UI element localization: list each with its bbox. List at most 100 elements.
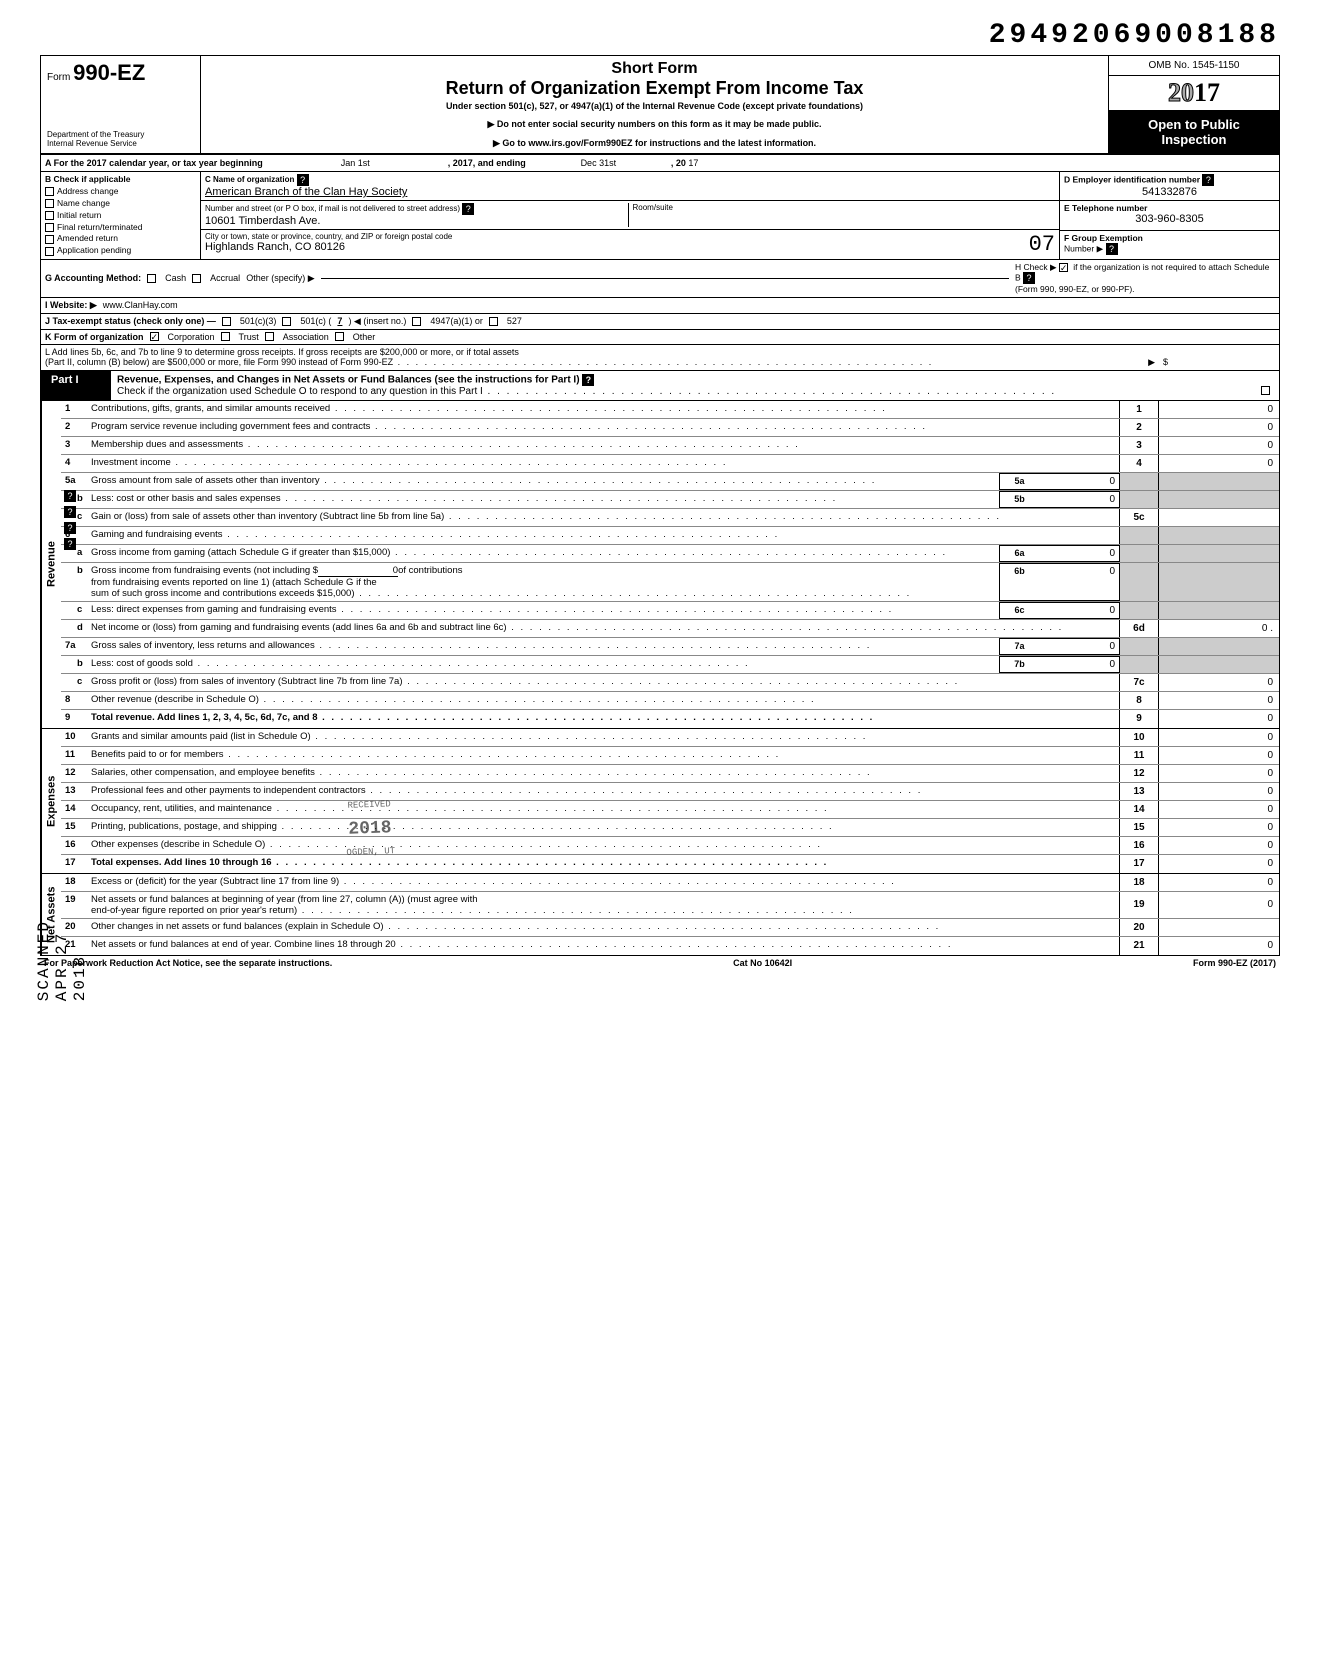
form-line-3: 3Membership dues and assessments30 xyxy=(61,437,1279,455)
right-val[interactable]: 0 xyxy=(1159,837,1279,854)
help-icon[interactable]: ? xyxy=(297,174,309,186)
inner-val[interactable]: 0 xyxy=(1039,545,1119,562)
ein[interactable]: 541332876 xyxy=(1064,186,1275,198)
form-line-18: 18Excess or (deficit) for the year (Subt… xyxy=(61,874,1279,892)
right-val[interactable]: 0 xyxy=(1159,747,1279,764)
chk-cash[interactable] xyxy=(147,274,156,283)
form-header: Form 990-EZ Department of the Treasury I… xyxy=(40,55,1280,155)
lbl-trust: Trust xyxy=(239,332,259,342)
line-num: c xyxy=(61,674,91,691)
line-desc: Grants and similar amounts paid (list in… xyxy=(91,729,1119,746)
right-val[interactable]: 0 xyxy=(1159,692,1279,709)
right-val[interactable]: 0 xyxy=(1159,765,1279,782)
right-val[interactable]: 0 xyxy=(1159,937,1279,955)
right-val[interactable]: 0 . xyxy=(1159,620,1279,637)
help-icon[interactable]: ? xyxy=(462,203,474,215)
line-a-yr[interactable]: 17 xyxy=(688,158,698,168)
f-label2: Number ▶ xyxy=(1064,243,1103,253)
right-val[interactable] xyxy=(1159,509,1279,526)
form-line-b: b Gross income from fundraising events (… xyxy=(61,563,1279,602)
right-val-shaded xyxy=(1159,656,1279,673)
chk-4947[interactable] xyxy=(412,317,421,326)
form-line-12: 12Salaries, other compensation, and empl… xyxy=(61,765,1279,783)
help-icon[interactable]: ? xyxy=(64,506,76,518)
help-icon[interactable]: ? xyxy=(64,490,76,502)
stamp-07: 07 xyxy=(1005,232,1055,257)
inner-val[interactable]: 0 xyxy=(1039,656,1119,673)
line-a-begin[interactable]: Jan 1st xyxy=(265,158,445,168)
right-val[interactable]: 0 xyxy=(1159,819,1279,836)
form-line-2: 2Program service revenue including gover… xyxy=(61,419,1279,437)
right-val[interactable]: 0 xyxy=(1159,401,1279,418)
street[interactable]: 10601 Timberdash Ave. xyxy=(205,215,628,227)
right-val[interactable]: 0 xyxy=(1159,729,1279,746)
line-a-prefix: A For the 2017 calendar year, or tax yea… xyxy=(45,158,263,168)
chk-assoc[interactable] xyxy=(265,332,274,341)
org-name[interactable]: American Branch of the Clan Hay Society xyxy=(205,186,1055,198)
inner-val[interactable]: 0 xyxy=(1039,563,1119,601)
chk-name-change[interactable] xyxy=(45,199,54,208)
right-val[interactable]: 0 xyxy=(1159,783,1279,800)
right-val[interactable]: 0 xyxy=(1159,855,1279,873)
501c-number[interactable]: 7 xyxy=(337,316,342,326)
lbl-address-change: Address change xyxy=(57,186,118,196)
chk-schedule-o[interactable] xyxy=(1261,386,1270,395)
right-num-shaded xyxy=(1119,656,1159,673)
form-number: 990-EZ xyxy=(73,60,145,85)
f-label1: F Group Exemption xyxy=(1064,233,1143,243)
chk-501c[interactable] xyxy=(282,317,291,326)
right-val[interactable]: 0 xyxy=(1159,874,1279,891)
line-desc: Gross sales of inventory, less returns a… xyxy=(91,638,999,655)
inner-val[interactable]: 0 xyxy=(1039,638,1119,655)
city[interactable]: Highlands Ranch, CO 80126 xyxy=(205,241,1005,253)
chk-527[interactable] xyxy=(489,317,498,326)
right-val[interactable]: 0 xyxy=(1159,710,1279,728)
help-icon[interactable]: ? xyxy=(1023,272,1035,284)
line-a-end[interactable]: Dec 31st xyxy=(528,158,668,168)
right-num-shaded xyxy=(1119,491,1159,508)
website[interactable]: www.ClanHay.com xyxy=(103,300,178,310)
other-method-input[interactable] xyxy=(321,278,1009,279)
chk-final-return[interactable] xyxy=(45,223,54,232)
inner-val[interactable]: 0 xyxy=(1039,602,1119,619)
form-line-17: 17Total expenses. Add lines 10 through 1… xyxy=(61,855,1279,873)
form-line-15: 15Printing, publications, postage, and s… xyxy=(61,819,1279,837)
right-val[interactable] xyxy=(1159,919,1279,936)
line-desc: Gross income from gaming (attach Schedul… xyxy=(91,545,999,562)
chk-other-org[interactable] xyxy=(335,332,344,341)
line-num: b xyxy=(61,563,91,601)
right-num: 15 xyxy=(1119,819,1159,836)
help-icon[interactable]: ? xyxy=(64,538,76,550)
right-val[interactable]: 0 xyxy=(1159,455,1279,472)
help-icon[interactable]: ? xyxy=(1202,174,1214,186)
right-val[interactable]: 0 xyxy=(1159,892,1279,918)
l-text2: (Part II, column (B) below) are $500,000… xyxy=(45,357,1148,368)
lbl-initial-return: Initial return xyxy=(57,210,101,220)
right-val-shaded xyxy=(1159,473,1279,490)
chk-accrual[interactable] xyxy=(192,274,201,283)
chk-initial-return[interactable] xyxy=(45,211,54,220)
help-icon[interactable]: ? xyxy=(64,522,76,534)
right-val[interactable]: 0 xyxy=(1159,437,1279,454)
chk-address-change[interactable] xyxy=(45,187,54,196)
chk-amended-return[interactable] xyxy=(45,235,54,244)
right-val[interactable]: 0 xyxy=(1159,419,1279,436)
chk-h[interactable] xyxy=(1059,263,1068,272)
right-val[interactable]: 0 xyxy=(1159,801,1279,818)
chk-trust[interactable] xyxy=(221,332,230,341)
line-num: 19 xyxy=(61,892,91,918)
inner-val[interactable]: 0 xyxy=(1039,473,1119,490)
form-line-14: 14Occupancy, rent, utilities, and mainte… xyxy=(61,801,1279,819)
line-num: 16 xyxy=(61,837,91,854)
right-val[interactable]: 0 xyxy=(1159,674,1279,691)
phone[interactable]: 303-960-8305 xyxy=(1064,213,1275,225)
help-icon[interactable]: ? xyxy=(582,374,594,386)
lbl-other-method: Other (specify) ▶ xyxy=(246,273,314,284)
inner-val[interactable]: 0 xyxy=(1039,491,1119,508)
footer-mid: Cat No 10642I xyxy=(733,958,792,968)
form-line-21: 21Net assets or fund balances at end of … xyxy=(61,937,1279,955)
chk-corp[interactable] xyxy=(150,332,159,341)
help-icon[interactable]: ? xyxy=(1106,243,1118,255)
chk-application-pending[interactable] xyxy=(45,247,54,256)
chk-501c3[interactable] xyxy=(222,317,231,326)
